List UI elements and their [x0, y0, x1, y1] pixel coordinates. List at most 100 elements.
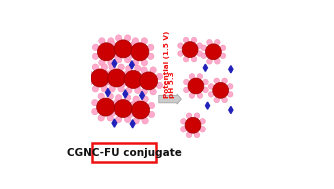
Circle shape	[148, 44, 154, 50]
Circle shape	[114, 100, 132, 118]
Circle shape	[181, 119, 186, 124]
Circle shape	[156, 82, 163, 89]
Circle shape	[135, 73, 141, 80]
Circle shape	[131, 101, 137, 107]
Polygon shape	[140, 91, 144, 100]
Circle shape	[93, 44, 99, 50]
Circle shape	[126, 53, 132, 60]
Circle shape	[109, 41, 116, 48]
Circle shape	[178, 51, 183, 56]
Circle shape	[124, 70, 142, 88]
Circle shape	[131, 41, 137, 48]
Circle shape	[133, 96, 139, 102]
Circle shape	[119, 81, 126, 87]
Circle shape	[135, 82, 141, 89]
Circle shape	[127, 102, 133, 109]
Circle shape	[208, 84, 214, 89]
Circle shape	[109, 101, 116, 107]
Polygon shape	[205, 102, 210, 109]
Circle shape	[131, 43, 149, 61]
Circle shape	[185, 117, 201, 133]
Circle shape	[135, 87, 141, 94]
Circle shape	[184, 79, 189, 85]
Circle shape	[186, 132, 192, 138]
Circle shape	[222, 97, 227, 103]
Circle shape	[108, 38, 114, 44]
Circle shape	[127, 111, 133, 118]
Circle shape	[200, 119, 205, 124]
Circle shape	[113, 99, 120, 106]
Circle shape	[114, 44, 121, 50]
Circle shape	[150, 67, 156, 73]
Circle shape	[92, 86, 99, 92]
Circle shape	[205, 44, 221, 60]
Circle shape	[116, 94, 122, 101]
Circle shape	[197, 74, 203, 79]
Circle shape	[141, 88, 147, 95]
Circle shape	[133, 118, 139, 124]
Circle shape	[214, 97, 219, 103]
Circle shape	[109, 86, 115, 92]
Circle shape	[197, 43, 202, 48]
Circle shape	[191, 56, 197, 62]
Circle shape	[109, 64, 115, 70]
Circle shape	[148, 102, 155, 109]
Circle shape	[99, 38, 105, 44]
Circle shape	[126, 87, 132, 94]
Circle shape	[189, 93, 195, 98]
Circle shape	[178, 43, 183, 48]
Polygon shape	[130, 120, 135, 128]
Circle shape	[107, 93, 113, 99]
Circle shape	[108, 79, 114, 86]
Circle shape	[150, 88, 156, 95]
Circle shape	[103, 70, 109, 77]
Circle shape	[124, 70, 131, 77]
Circle shape	[135, 65, 141, 72]
Circle shape	[141, 81, 147, 87]
Circle shape	[148, 53, 154, 60]
FancyArrow shape	[159, 94, 181, 104]
FancyBboxPatch shape	[92, 143, 156, 162]
Circle shape	[86, 70, 92, 77]
Circle shape	[181, 126, 186, 132]
Circle shape	[118, 86, 124, 92]
Circle shape	[93, 53, 99, 60]
Circle shape	[141, 59, 148, 66]
Circle shape	[208, 91, 214, 97]
Circle shape	[189, 74, 195, 79]
Polygon shape	[229, 66, 233, 73]
Polygon shape	[229, 106, 233, 114]
Circle shape	[86, 79, 92, 86]
Circle shape	[156, 73, 163, 80]
Polygon shape	[112, 119, 117, 127]
Circle shape	[220, 53, 226, 59]
Circle shape	[141, 72, 147, 78]
Circle shape	[114, 40, 132, 58]
Circle shape	[197, 93, 203, 98]
Circle shape	[114, 53, 121, 60]
Circle shape	[108, 59, 114, 66]
Circle shape	[227, 84, 233, 89]
Circle shape	[142, 118, 148, 124]
Circle shape	[92, 108, 98, 115]
Circle shape	[214, 59, 220, 64]
Circle shape	[220, 45, 226, 51]
Circle shape	[108, 69, 126, 87]
Circle shape	[194, 132, 200, 138]
Circle shape	[200, 126, 205, 132]
Circle shape	[183, 37, 189, 43]
Circle shape	[99, 59, 105, 66]
Circle shape	[132, 38, 139, 44]
Circle shape	[98, 115, 105, 121]
Circle shape	[124, 79, 131, 86]
Circle shape	[141, 67, 147, 73]
Circle shape	[125, 116, 131, 123]
Circle shape	[125, 57, 131, 63]
Circle shape	[186, 113, 192, 119]
Circle shape	[91, 69, 109, 87]
Circle shape	[140, 72, 158, 90]
Circle shape	[92, 64, 99, 70]
Circle shape	[119, 72, 126, 78]
Text: CGNC-FU conjugate: CGNC-FU conjugate	[66, 148, 181, 158]
Circle shape	[125, 94, 131, 101]
